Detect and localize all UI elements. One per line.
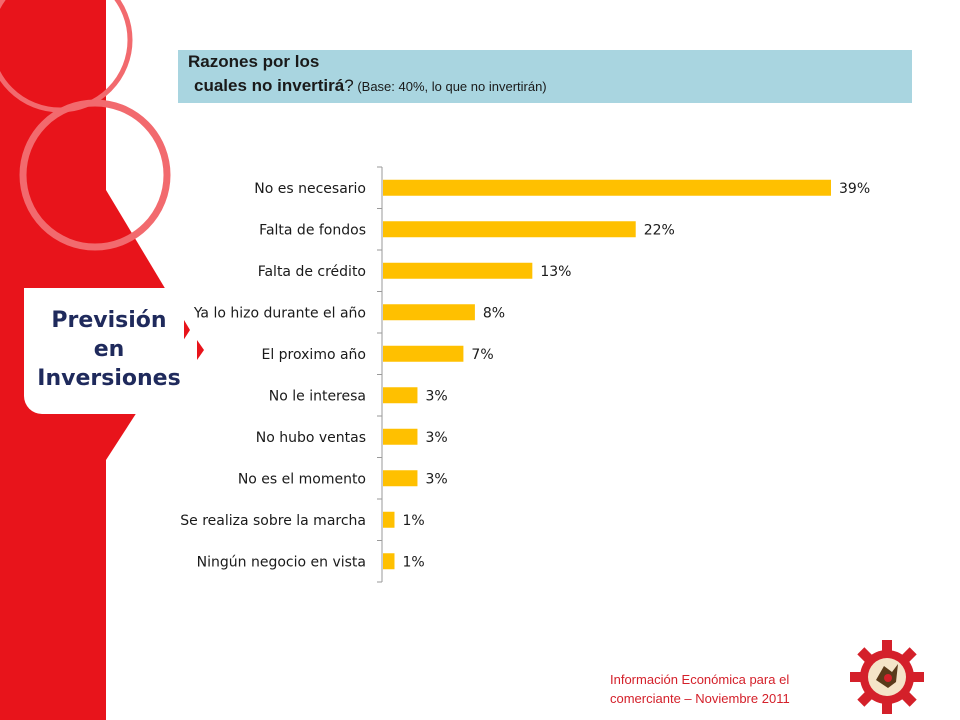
- bar: [383, 553, 395, 570]
- category-label: No es necesario: [254, 181, 366, 197]
- value-label: 1%: [402, 513, 424, 529]
- gear-logo-icon: [850, 640, 924, 714]
- bar: [383, 304, 475, 321]
- footer-note: Información Económica para el comerciant…: [610, 670, 790, 708]
- bar: [383, 511, 395, 528]
- bar-chart: No es necesario 39% Falta de fondos 22% Falt…: [180, 166, 870, 583]
- value-label: 8%: [483, 305, 505, 321]
- chart-title-main: cuales no invertirá: [194, 76, 345, 95]
- bar: [383, 179, 831, 196]
- category-label: Ya lo hizo durante el año: [193, 305, 366, 321]
- chart-title-line1: Razones por los: [188, 52, 320, 71]
- value-label: 3%: [425, 430, 447, 446]
- chart-title-question-mark: ?: [344, 76, 354, 95]
- chart-title-base-note: (Base: 40%, lo que no invertirán): [353, 79, 547, 94]
- section-title-line3: Inversiones: [37, 366, 181, 391]
- section-title-line1: Previsión: [51, 308, 167, 333]
- bar: [383, 428, 418, 445]
- chart-title-box: Razones por los cuales no invertirá? (Ba…: [178, 50, 912, 103]
- section-title-line2: en: [93, 337, 125, 362]
- footer-line1: Información Económica para el: [610, 672, 790, 687]
- category-label: Falta de fondos: [259, 222, 366, 238]
- category-label: Ningún negocio en vista: [197, 554, 366, 570]
- bar: [383, 470, 418, 487]
- bar: [383, 262, 533, 279]
- value-label: 13%: [540, 264, 571, 280]
- footer-line2: comerciante – Noviembre 2011: [610, 691, 790, 706]
- category-label: Falta de crédito: [258, 264, 366, 280]
- category-label: No le interesa: [269, 388, 366, 404]
- bar: [383, 345, 464, 362]
- section-label-box: [24, 288, 184, 414]
- value-label: 7%: [471, 347, 493, 363]
- chart-title-line2: cuales no invertirá? (Base: 40%, lo que …: [194, 76, 547, 96]
- category-label: No es el momento: [238, 471, 366, 487]
- bar: [383, 387, 418, 404]
- decorative-ring-middle: [19, 99, 171, 251]
- value-label: 22%: [644, 222, 675, 238]
- value-label: 1%: [402, 554, 424, 570]
- bar: [383, 221, 636, 238]
- category-label: No hubo ventas: [256, 430, 366, 446]
- section-title: Previsión en Inversiones: [30, 306, 188, 393]
- value-label: 39%: [839, 181, 870, 197]
- category-label: El proximo año: [261, 347, 366, 363]
- pointer-arrow-icon: [197, 340, 204, 360]
- value-label: 3%: [425, 471, 447, 487]
- value-label: 3%: [425, 388, 447, 404]
- category-label: Se realiza sobre la marcha: [180, 513, 366, 529]
